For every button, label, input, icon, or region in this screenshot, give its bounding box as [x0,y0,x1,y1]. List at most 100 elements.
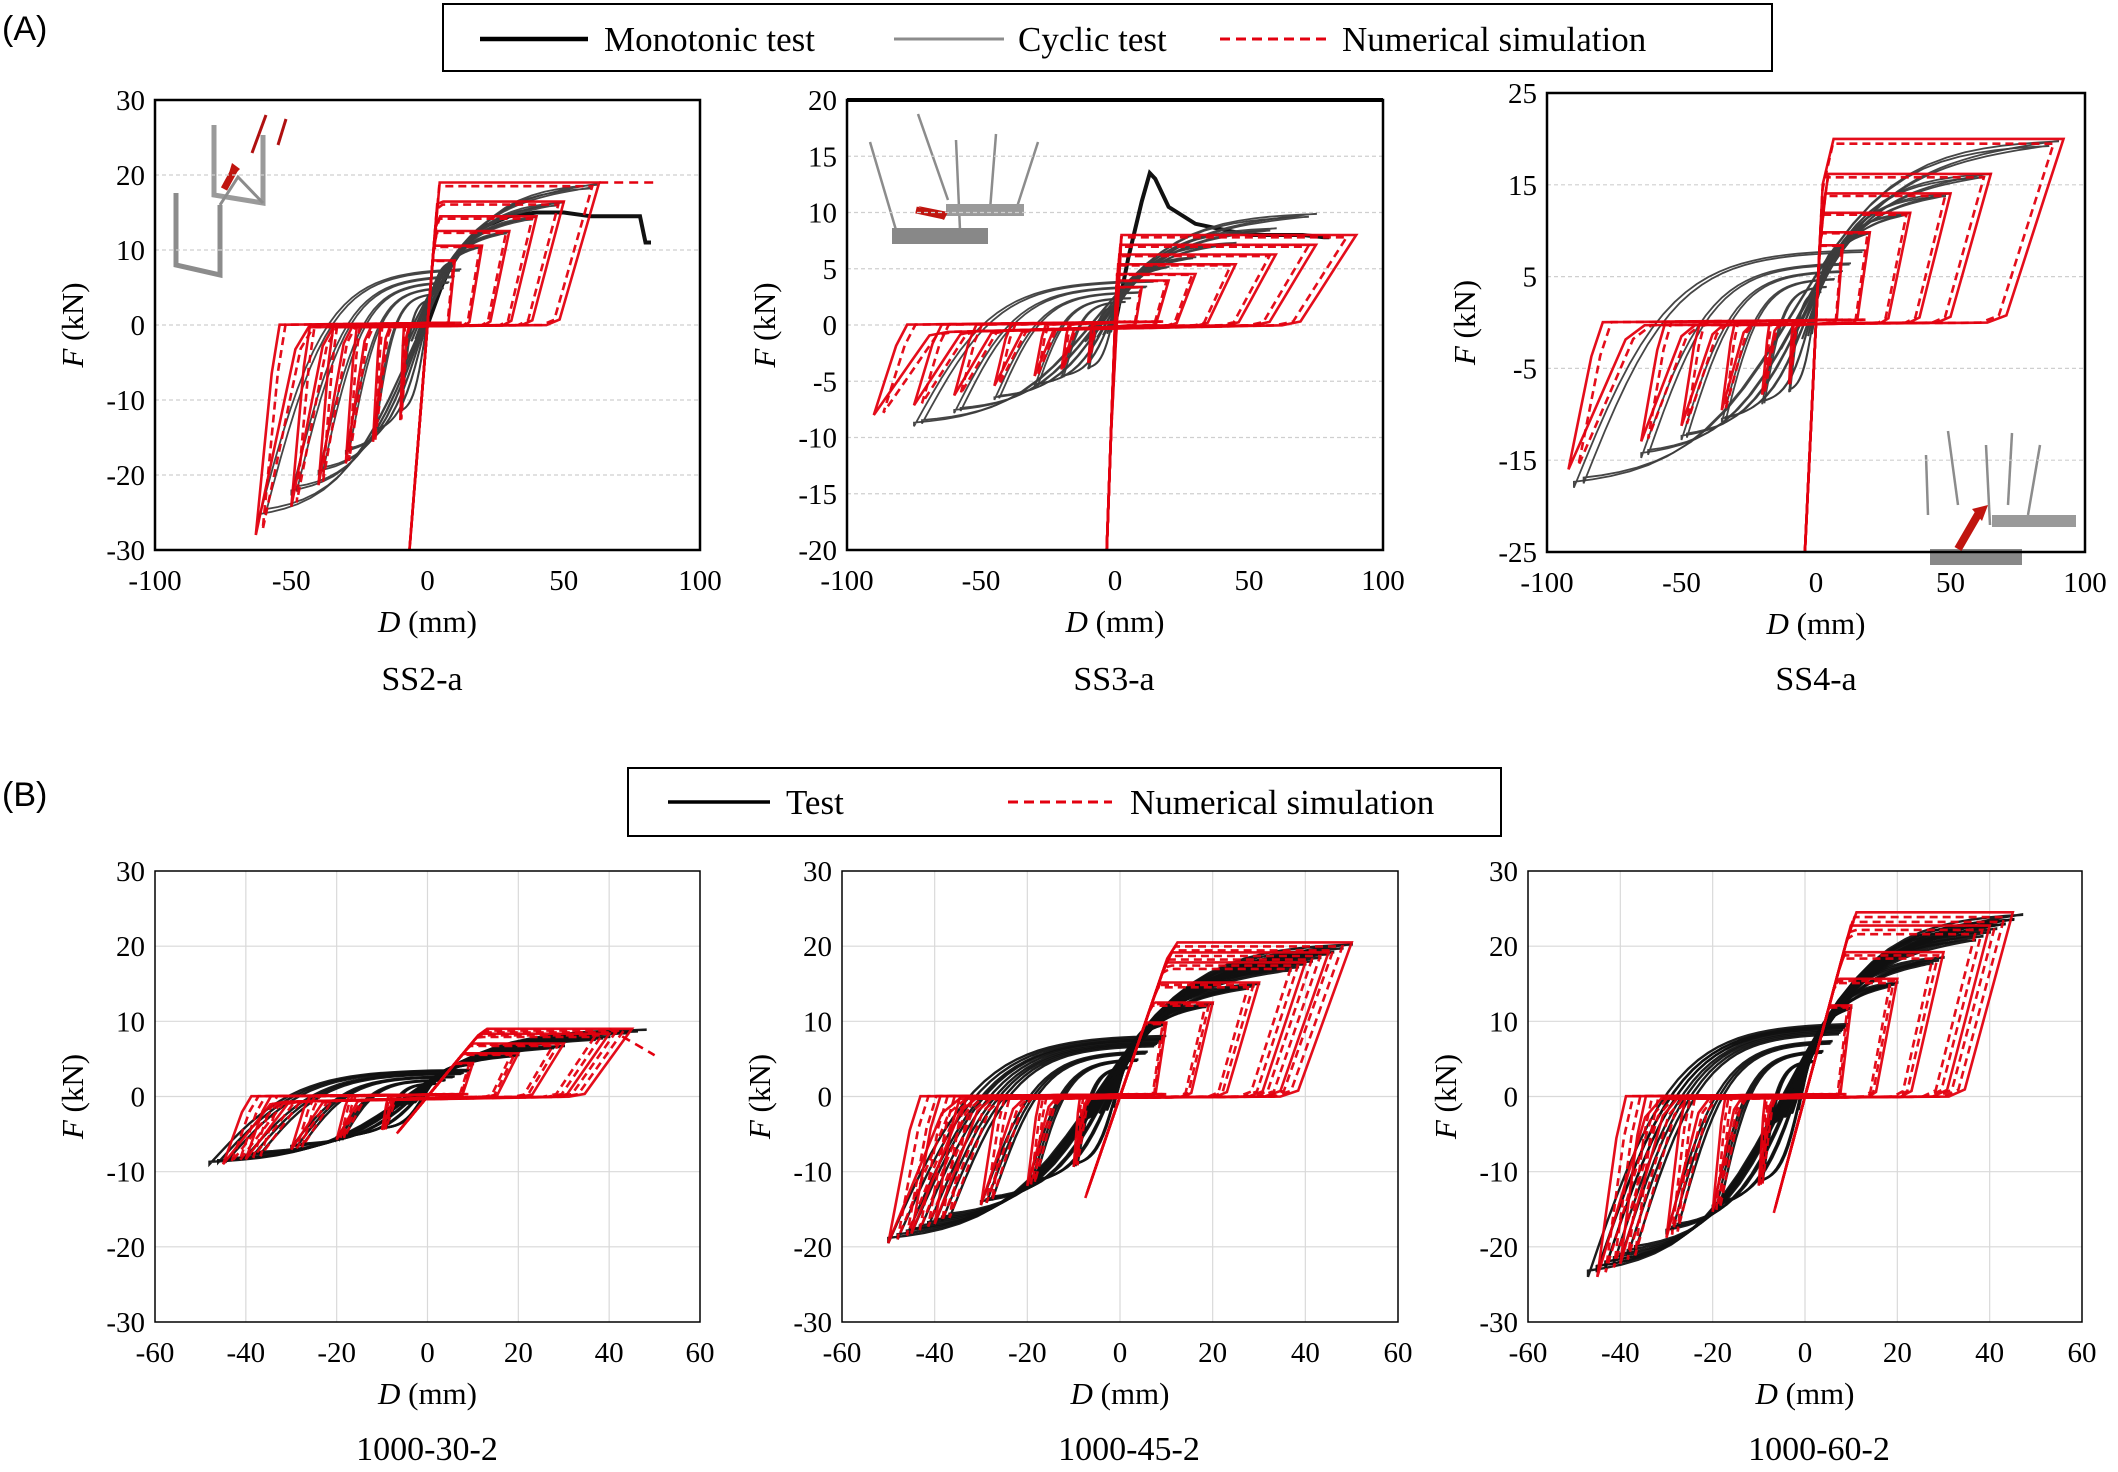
y-tick-label: -15 [1498,445,1537,477]
y-tick-label: -10 [106,385,145,417]
y-axis-variable: F [55,348,90,369]
y-axis-unit: (kN) [742,1054,777,1120]
legend-a: Monotonic test Cyclic test Numerical sim… [442,3,1773,72]
x-tick-label: -60 [136,1337,175,1369]
y-tick-label: 10 [116,235,145,267]
y-tick-label: 15 [1508,170,1537,202]
x-tick-label: 100 [1361,565,1405,597]
x-axis-variable: D [1754,1376,1777,1411]
x-axis-label: D (mm) [1069,1376,1169,1411]
y-tick-label: 20 [808,85,837,117]
x-tick-label: 50 [1235,565,1264,597]
y-tick-label: 0 [823,310,838,342]
y-tick-label: -20 [798,535,837,567]
y-tick-label: 30 [803,856,832,888]
y-tick-label: -30 [106,535,145,567]
x-tick-label: 50 [549,565,578,597]
chart-ss4-a: SS4-a -100 -50 0 50 100 -25 -15 -5 5 15 25 D (mm) F … [1447,78,2107,698]
y-tick-label: -10 [793,1157,832,1189]
x-axis-unit: (mm) [400,604,477,639]
x-tick-label: 0 [420,565,435,597]
chart-1000-45-2: 1000-45-2 -60 -40 -20 0 20 40 60 -30 -20 -10 0 10 20… [742,856,1413,1468]
y-tick-label: 0 [818,1082,833,1114]
x-tick-label: -40 [1601,1337,1640,1369]
y-tick-label: -20 [106,460,145,492]
series-loop-numerical-simulation [1577,142,2056,552]
series-loop-cyclic-test [1582,144,2050,484]
x-axis-unit: (mm) [400,1376,477,1411]
x-tick-label: -40 [226,1337,265,1369]
y-tick-label: -15 [798,479,837,511]
legend-b-test-label: Test [786,783,844,822]
series-loop-cyclic-test [290,200,565,496]
series-loop-cyclic-test [344,230,511,455]
y-tick-label: -10 [1479,1157,1518,1189]
y-axis-label: F (kN) [747,282,782,368]
y-axis-variable: F [747,348,782,369]
y-tick-label: 5 [1523,262,1538,294]
plot-area-ss4-a [1567,137,2066,552]
legend-a-cyclic-label: Cyclic test [1018,20,1167,59]
y-tick-label: 10 [116,1006,145,1038]
x-tick-label: 0 [1798,1337,1813,1369]
x-tick-label: -50 [962,565,1001,597]
x-tick-label: 20 [1198,1337,1227,1369]
legend-b: Test Numerical simulation [627,767,1502,837]
plot-area-ss3-a [872,169,1359,550]
x-tick-label: 40 [1975,1337,2004,1369]
series-loop-numerical-simulation [1639,172,1993,552]
legend-a-monotonic-label: Monotonic test [604,20,815,59]
plot-frame [841,870,1399,1323]
y-tick-label: 20 [1489,931,1518,963]
y-tick-label: 0 [131,1082,146,1114]
x-tick-label: 100 [678,565,722,597]
y-axis-unit: (kN) [1447,280,1482,346]
x-tick-label: -20 [317,1337,356,1369]
x-tick-label: -100 [128,565,181,597]
plot-area-1000-30-2 [208,1027,656,1168]
y-tick-label: 20 [803,931,832,963]
plot-area-1000-60-2 [1586,911,2024,1278]
y-axis-label: F (kN) [1447,280,1482,366]
plot-area-1000-45-2 [887,941,1354,1244]
specimen-ss2-icon [173,114,288,279]
series-loop-numerical-simulation [905,949,1335,1236]
chart-1000-60-2-title: 1000-60-2 [1748,1431,1890,1468]
series-tail-numerical-simulation [608,1027,656,1057]
x-tick-label: 40 [1291,1337,1320,1369]
series-loop-numerical-simulation [882,236,1349,550]
x-axis-variable: D [377,1376,400,1411]
specimen-ss4-icon [1924,430,2076,565]
legend-b-simulation-label: Numerical simulation [1130,783,1434,822]
y-tick-label: -30 [793,1307,832,1339]
y-axis-label: F (kN) [742,1054,777,1140]
x-axis-variable: D [1064,604,1087,639]
x-tick-label: 0 [1113,1337,1128,1369]
legend-a-simulation-label: Numerical simulation [1342,20,1646,59]
y-axis-unit: (kN) [55,282,90,348]
y-tick-label: -20 [793,1232,832,1264]
y-tick-label: -25 [1498,537,1537,569]
x-axis-label: D (mm) [377,604,477,639]
x-axis-variable: D [1765,606,1788,641]
x-tick-label: 20 [1883,1337,1912,1369]
plot-frame [1545,91,2087,554]
x-tick-label: 60 [686,1337,715,1369]
y-tick-label: 10 [1489,1006,1518,1038]
x-axis-label: D (mm) [377,1376,477,1411]
x-tick-label: 40 [595,1337,624,1369]
chart-1000-45-2-title: 1000-45-2 [1058,1431,1200,1468]
plot-area-ss2-a [254,181,657,550]
x-tick-label: -50 [1662,567,1701,599]
x-tick-label: -60 [1509,1337,1548,1369]
chart-ss4-a-title: SS4-a [1775,661,1856,698]
x-axis-unit: (mm) [1093,1376,1170,1411]
y-tick-label: -20 [1479,1232,1518,1264]
chart-ss2-a-title: SS2-a [381,661,462,698]
y-tick-label: 15 [808,141,837,173]
x-tick-label: -20 [1008,1337,1047,1369]
x-tick-label: 60 [1384,1337,1413,1369]
y-axis-label: F (kN) [55,1054,90,1140]
